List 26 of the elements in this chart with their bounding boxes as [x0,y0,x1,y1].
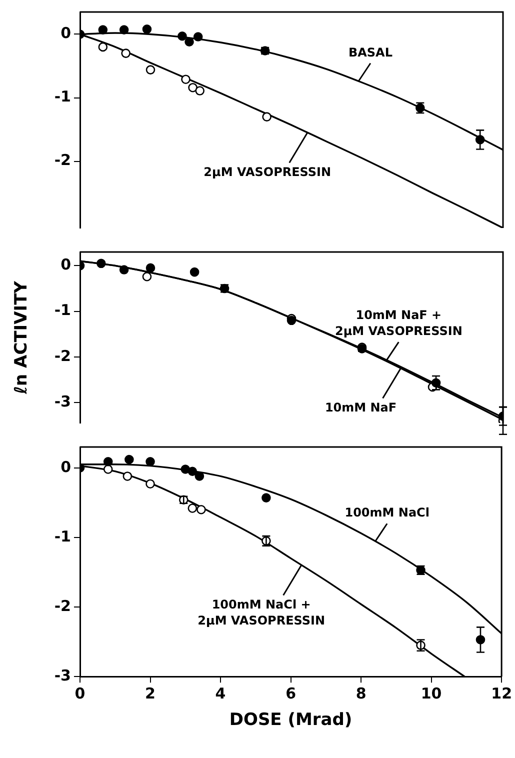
x-tick-label: 8 [356,684,366,702]
y-tick-label: -3 [54,392,71,410]
annotation: 100mM NaCl + 2μM VASOPRESSIN [198,597,326,628]
y-tick-label: -1 [54,527,71,546]
y-tick-label: 0 [60,24,71,42]
y-axis-title: ℓn ACTIVITY [12,280,32,395]
annotation: 2μM VASOPRESSIN [204,164,332,179]
annotation: BASAL [348,45,393,60]
y-tick-label: 0 [60,458,71,476]
y-tick-label: -2 [54,596,71,615]
x-axis-title: DOSE (Mrad) [229,710,352,730]
y-tick-label: -1 [54,301,71,320]
x-tick-label: 0 [74,684,86,702]
y-tick-label: -2 [54,151,71,170]
annotation: 100mM NaCl [344,506,430,520]
x-tick-label: 2 [145,684,156,702]
y-tick-label: 0 [60,256,71,274]
annotation: 10mM NaF + 2μM VASOPRESSIN [334,308,462,338]
x-tick-label: 6 [286,684,296,702]
y-tick-label: -1 [54,88,71,106]
y-tick-label: -3 [54,666,71,684]
y-tick-label: -2 [54,346,71,365]
annotation: 10mM NaF [324,400,397,414]
x-tick-label: 10 [420,684,442,702]
x-tick-label: 12 [491,684,512,702]
x-tick-label: 4 [215,684,226,702]
